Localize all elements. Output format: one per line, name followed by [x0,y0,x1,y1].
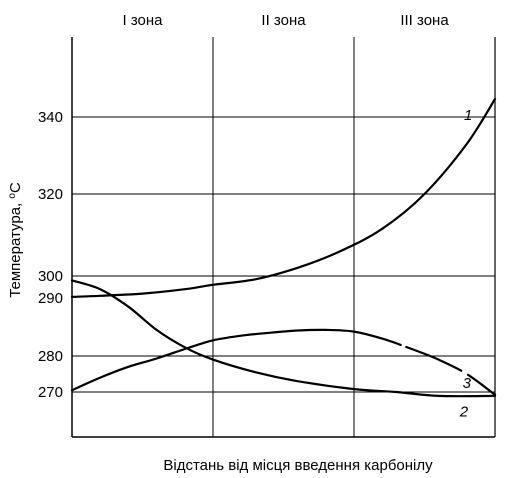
curve-label-3: 3 [463,375,472,392]
zone-label-3: ІІІ зона [400,12,449,29]
zone-labels: І зона ІІ зона ІІІ зона [122,12,449,29]
zone-label-2: ІІ зона [261,12,306,29]
curve-label-1: 1 [464,107,472,124]
curve-label-2: 2 [459,404,469,421]
curve-labels: 1 2 3 [459,107,473,421]
y-tick-label-280: 280 [38,348,63,365]
series-lines [70,97,497,398]
y-axis-title-degree: о [7,193,18,199]
y-axis-title: Температура, оС [7,182,25,298]
y-axis-title-main: Температура, [7,199,24,298]
y-tick-label-340: 340 [38,109,63,126]
series-line-3 [70,328,497,396]
grid-lines [71,37,496,438]
y-tick-label-300: 300 [38,268,63,285]
zone-label-1: І зона [122,12,163,29]
y-tick-label-290: 290 [38,290,63,307]
x-axis-title: Відстань від місця введення карбонілу [163,457,433,474]
y-tick-label-320: 320 [38,186,63,203]
y-tick-labels: 270 280 290 300 320 340 [38,109,63,401]
y-axis-title-unit: С [7,182,24,193]
series-line-1 [70,97,497,298]
series-line-2 [70,279,497,398]
y-tick-label-270: 270 [38,384,63,401]
